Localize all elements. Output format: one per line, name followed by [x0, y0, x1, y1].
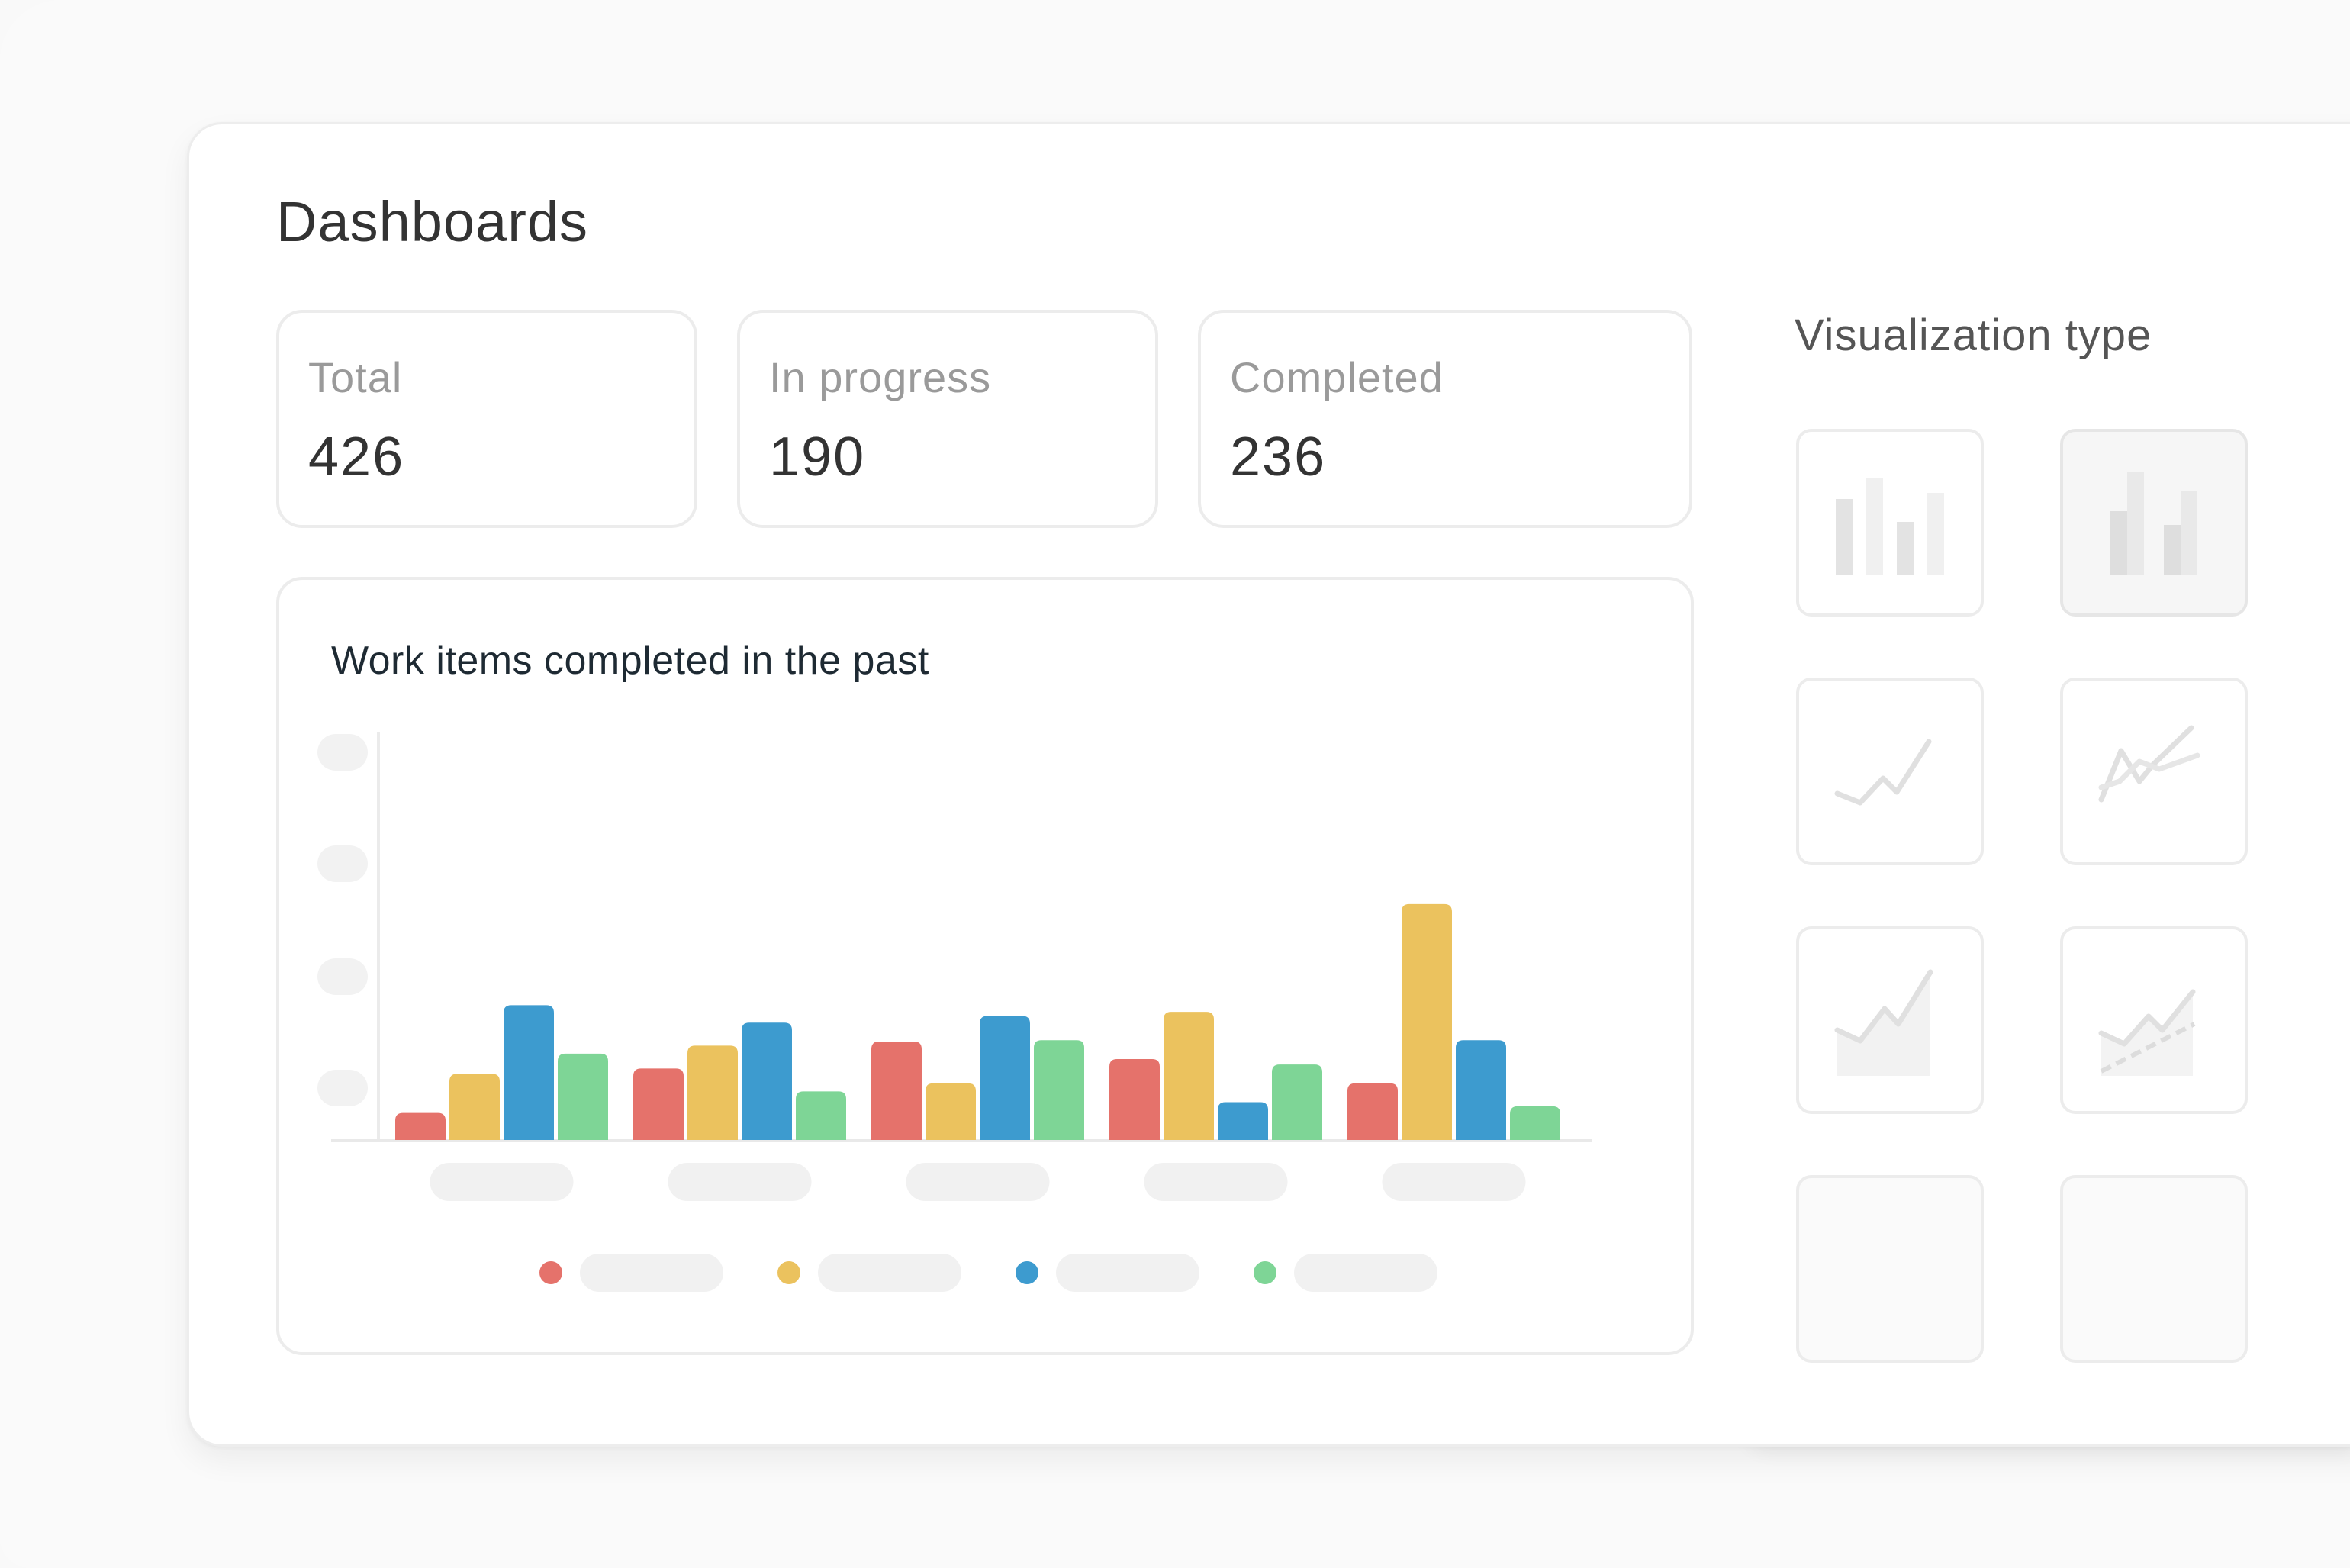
y-tick-label-placeholder [317, 1070, 368, 1106]
bar [926, 1083, 976, 1140]
bar [1456, 1040, 1506, 1140]
legend-label-placeholder [1056, 1254, 1199, 1292]
viz-option-bar-chart[interactable] [1796, 429, 1984, 617]
y-tick-label-placeholder [317, 734, 368, 771]
stat-label: In progress [769, 353, 992, 401]
bar [742, 1022, 792, 1140]
x-tick-label-placeholder [1382, 1163, 1526, 1201]
bar [449, 1074, 500, 1140]
bar [980, 1016, 1030, 1140]
bar [1347, 1083, 1398, 1140]
bar-chart [317, 732, 1592, 1292]
legend-dot [777, 1261, 800, 1284]
legend-label-placeholder [580, 1254, 723, 1292]
y-tick-label-placeholder [317, 845, 368, 882]
legend-label-placeholder [1294, 1254, 1437, 1292]
bar [796, 1091, 846, 1140]
legend-dot [539, 1261, 562, 1284]
stat-label: Total [308, 353, 403, 401]
bar [504, 1005, 554, 1140]
line-chart-icon [1834, 739, 1932, 806]
y-tick-label-placeholder [317, 958, 368, 995]
legend-dot [1016, 1261, 1038, 1284]
legend-dot [1254, 1261, 1276, 1284]
stat-card-total[interactable]: Total 426 [276, 310, 697, 528]
chart-card: Work items completed in the past [276, 577, 1694, 1355]
bar [1034, 1040, 1084, 1140]
stacked-bar-chart-icon [2110, 472, 2197, 575]
viz-option-line-chart[interactable] [1796, 678, 1984, 865]
viz-option-empty[interactable] [1796, 1175, 1984, 1363]
x-tick-label-placeholder [668, 1163, 812, 1201]
bar [687, 1045, 738, 1140]
visualization-type-title: Visualization type [1795, 311, 2152, 360]
area-chart-icon [1834, 969, 1933, 1076]
viz-option-multi-line-chart[interactable] [2060, 678, 2248, 865]
bar [1164, 1012, 1214, 1140]
bar [558, 1053, 608, 1140]
bar [1218, 1102, 1268, 1140]
bar [1109, 1059, 1160, 1140]
bar [1402, 903, 1452, 1140]
area-trend-chart-icon [2098, 989, 2196, 1076]
x-tick-label-placeholder [1144, 1163, 1288, 1201]
x-tick-label-placeholder [906, 1163, 1050, 1201]
bar-chart-icon [1836, 478, 1944, 575]
stat-value: 236 [1230, 427, 1327, 488]
stat-card-in-progress[interactable]: In progress 190 [737, 310, 1158, 528]
bar [871, 1042, 922, 1140]
chart-title: Work items completed in the past [331, 639, 929, 683]
bar [1510, 1106, 1560, 1140]
viz-option-area-trend-chart[interactable] [2060, 926, 2248, 1114]
legend-label-placeholder [818, 1254, 961, 1292]
bar [633, 1068, 684, 1140]
viz-option-empty[interactable] [2060, 1175, 2248, 1363]
page-title: Dashboards [276, 190, 589, 253]
stat-value: 190 [769, 427, 866, 488]
viz-option-area-chart[interactable] [1796, 926, 1984, 1114]
x-tick-label-placeholder [430, 1163, 574, 1201]
bar [1272, 1064, 1322, 1140]
multi-line-chart-icon [2098, 725, 2200, 803]
stat-card-completed[interactable]: Completed 236 [1198, 310, 1692, 528]
stat-label: Completed [1230, 353, 1444, 401]
stat-value: 426 [308, 427, 405, 488]
bar [395, 1112, 446, 1140]
viz-option-stacked-bar-chart[interactable] [2060, 429, 2248, 617]
